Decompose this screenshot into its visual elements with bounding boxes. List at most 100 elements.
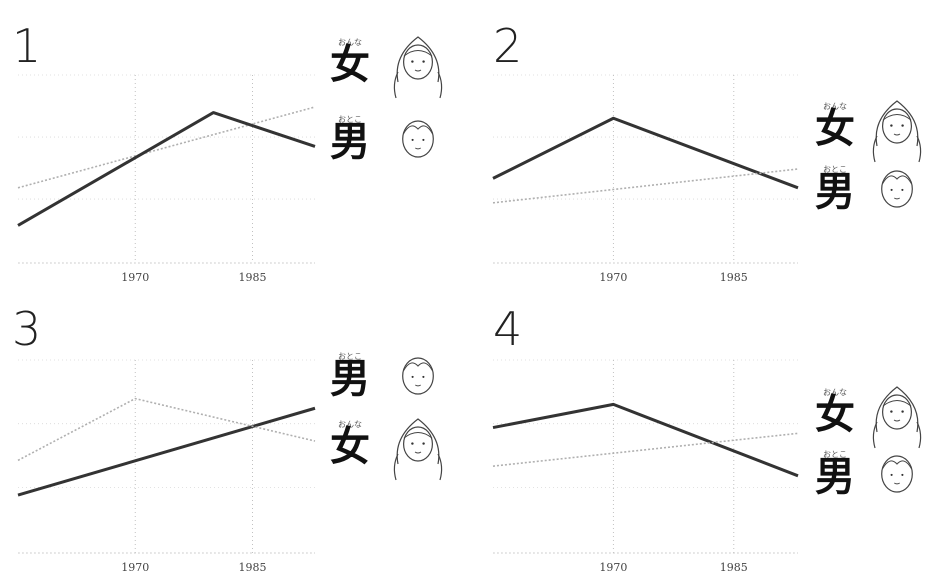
x-tick-label: 1985	[238, 561, 266, 574]
boy-face-icon	[402, 357, 434, 395]
bangs	[882, 114, 912, 121]
right-pigtail	[437, 71, 443, 99]
bangs	[882, 400, 912, 407]
face-outline	[881, 170, 913, 208]
left-pigtail	[872, 421, 878, 449]
legend-label: 男	[330, 119, 370, 165]
left-eye	[890, 188, 893, 191]
legend-ruby: おんな	[823, 388, 847, 397]
x-tick-label: 1985	[720, 561, 748, 574]
girl-face-icon	[393, 418, 443, 481]
right-pigtail	[437, 453, 443, 481]
x-tick-label: 1985	[238, 271, 266, 284]
left-eye	[411, 375, 414, 378]
x-tick-label: 1970	[121, 561, 149, 574]
x-tick-label: 1970	[121, 271, 149, 284]
right-eye	[422, 138, 425, 141]
right-pigtail	[916, 135, 922, 163]
series-line-female	[492, 116, 799, 190]
series-line-male	[17, 111, 316, 227]
x-tick-label: 1970	[599, 271, 627, 284]
boy-face-icon	[881, 455, 913, 493]
series-line-male	[492, 432, 799, 467]
face-outline	[402, 357, 434, 395]
girl-face-icon	[393, 36, 443, 99]
mouth	[414, 451, 422, 454]
left-pigtail	[393, 453, 399, 481]
hair-outline	[875, 100, 919, 147]
legend-ruby: おんな	[338, 38, 362, 47]
hair-outline	[396, 36, 440, 83]
x-tick-label: 1985	[720, 271, 748, 284]
panel-number: 1	[12, 19, 41, 73]
series-line-male	[17, 406, 316, 497]
left-eye	[890, 473, 893, 476]
boy-face-icon	[881, 170, 913, 208]
boy-face-icon	[402, 120, 434, 158]
series-line-male	[492, 168, 799, 204]
left-eye	[890, 410, 893, 413]
mouth	[894, 482, 900, 485]
left-eye	[411, 442, 414, 445]
series-line-female	[17, 106, 316, 189]
legend-ruby: おんな	[338, 420, 362, 429]
panel-number: 2	[493, 19, 522, 73]
hair-outline	[875, 386, 919, 433]
hair-line	[882, 175, 912, 184]
face-outline	[402, 120, 434, 158]
right-eye	[901, 473, 904, 476]
mouth	[893, 419, 901, 422]
face-outline	[403, 426, 434, 462]
bangs	[403, 432, 433, 439]
hair-line	[403, 362, 433, 371]
left-eye	[411, 138, 414, 141]
right-eye	[422, 375, 425, 378]
left-eye	[890, 124, 893, 127]
series-line-female	[17, 397, 316, 462]
left-eye	[411, 60, 414, 63]
hair-line	[882, 460, 912, 469]
face-outline	[881, 108, 912, 144]
right-eye	[422, 60, 425, 63]
mouth	[415, 384, 421, 387]
legend-label: 女	[815, 106, 855, 152]
series-line-female	[492, 402, 799, 478]
face-outline	[881, 455, 913, 493]
right-eye	[901, 188, 904, 191]
x-tick-label: 1970	[599, 561, 627, 574]
face-outline	[403, 44, 434, 80]
left-pigtail	[872, 135, 878, 163]
legend-ruby: おとこ	[823, 450, 847, 459]
legend-label: 女	[330, 42, 370, 88]
mouth	[893, 133, 901, 136]
right-eye	[422, 442, 425, 445]
hair-outline	[396, 418, 440, 465]
legend-label: 男	[815, 454, 855, 500]
legend-label: 男	[330, 356, 370, 402]
hair-line	[403, 125, 433, 134]
legend-label: 女	[330, 424, 370, 470]
girl-face-icon	[872, 100, 922, 163]
legend-label: 男	[815, 169, 855, 215]
right-eye	[901, 410, 904, 413]
legend-ruby: おとこ	[338, 352, 362, 361]
panel-number: 3	[12, 302, 41, 356]
face-outline	[881, 394, 912, 430]
legend-ruby: おんな	[823, 102, 847, 111]
legend-label: 女	[815, 392, 855, 438]
legend-ruby: おとこ	[823, 165, 847, 174]
panel-number: 4	[493, 302, 522, 356]
girl-face-icon	[872, 386, 922, 449]
mouth	[414, 69, 422, 72]
